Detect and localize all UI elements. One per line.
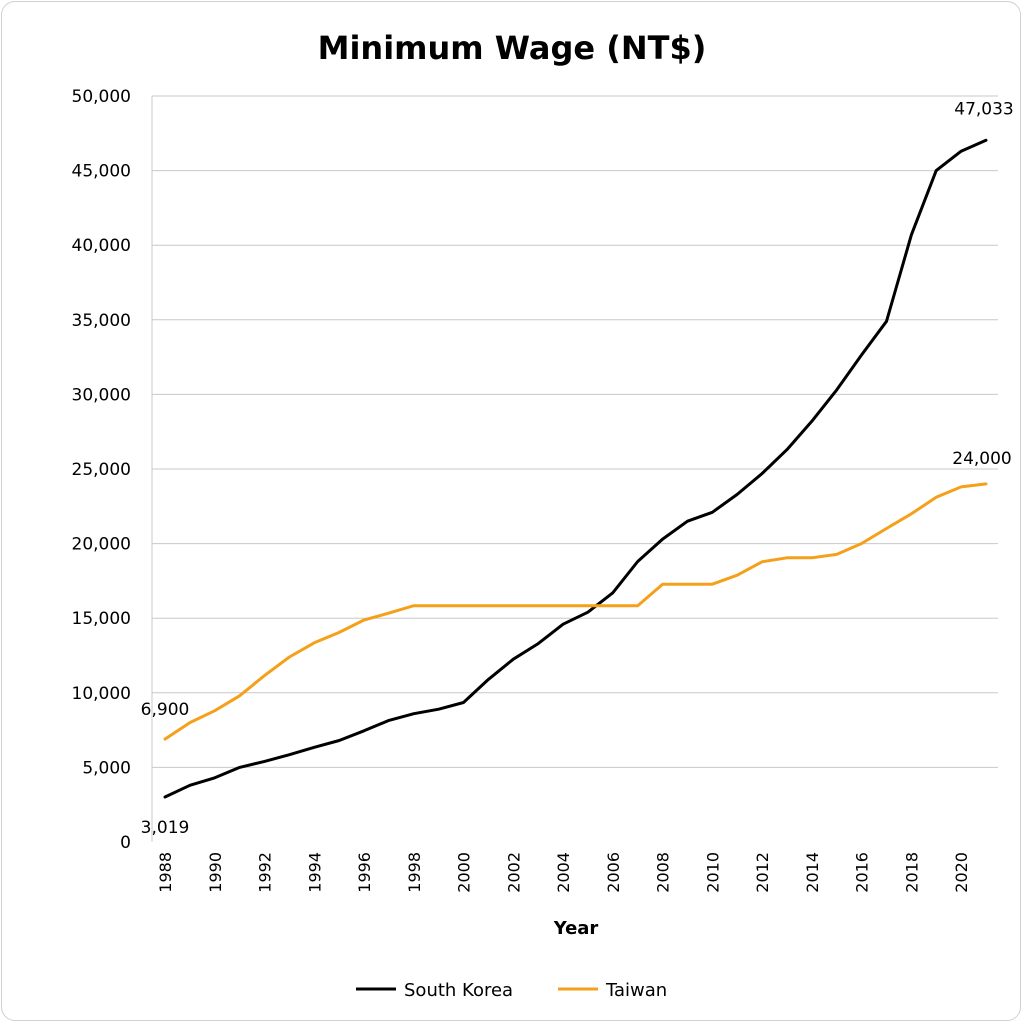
x-tick-label: 1996 [355, 852, 374, 893]
x-tick-label: 2020 [952, 852, 971, 893]
y-tick-label: 30,000 [72, 385, 131, 405]
series-line-south-korea [163, 138, 988, 799]
legend-label: South Korea [404, 980, 513, 1001]
x-tick-label: 2016 [853, 852, 872, 893]
data-label: 47,033 [954, 99, 1013, 119]
y-tick-label: 40,000 [72, 236, 131, 256]
x-tick-label: 1998 [405, 852, 424, 893]
x-tick-label: 2008 [654, 852, 673, 893]
y-tick-label: 45,000 [72, 162, 131, 182]
x-tick-label: 2014 [803, 852, 822, 893]
y-tick-label: 15,000 [72, 609, 131, 629]
series-group [163, 138, 988, 799]
data-labels: 3,019 47,033 6,900 24,000 [141, 99, 1014, 838]
y-tick-label: 5,000 [82, 758, 131, 778]
y-tick-label: 0 [120, 833, 131, 853]
x-tick-label: 2004 [554, 852, 573, 893]
x-tick-label: 2006 [604, 852, 623, 893]
x-tick-label: 2012 [753, 852, 772, 893]
x-tick-label: 2010 [703, 852, 722, 893]
x-axis-label: Year [553, 918, 599, 939]
y-tick-label: 20,000 [72, 535, 131, 555]
data-label: 3,019 [141, 818, 190, 838]
y-tick-label: 35,000 [72, 311, 131, 331]
x-tick-label: 1992 [256, 852, 275, 893]
y-tick-label: 50,000 [72, 87, 131, 107]
y-tick-label: 10,000 [72, 684, 131, 704]
x-tick-label: 1994 [305, 852, 324, 893]
x-tick-label: 2000 [455, 852, 474, 893]
x-axis-ticks: 1988 1990 1992 1994 1996 1998 2000 2002 2004 2006… [156, 852, 971, 893]
y-axis-ticks: 0 5,000 10,000 15,000 20,000 25,000 30,000 35,0… [72, 87, 131, 853]
data-label: 24,000 [952, 449, 1011, 469]
x-tick-label: 2002 [504, 852, 523, 893]
gridlines [152, 95, 998, 768]
chart-title: Minimum Wage (NT$) [318, 29, 707, 67]
y-tick-label: 25,000 [72, 460, 131, 480]
legend: South Korea Taiwan [356, 980, 667, 1001]
x-tick-label: 1990 [206, 852, 225, 893]
legend-label: Taiwan [605, 980, 667, 1001]
x-tick-label: 2018 [902, 852, 921, 893]
x-tick-label: 1988 [156, 852, 175, 893]
data-label: 6,900 [141, 700, 190, 720]
series-line-taiwan [163, 482, 988, 741]
